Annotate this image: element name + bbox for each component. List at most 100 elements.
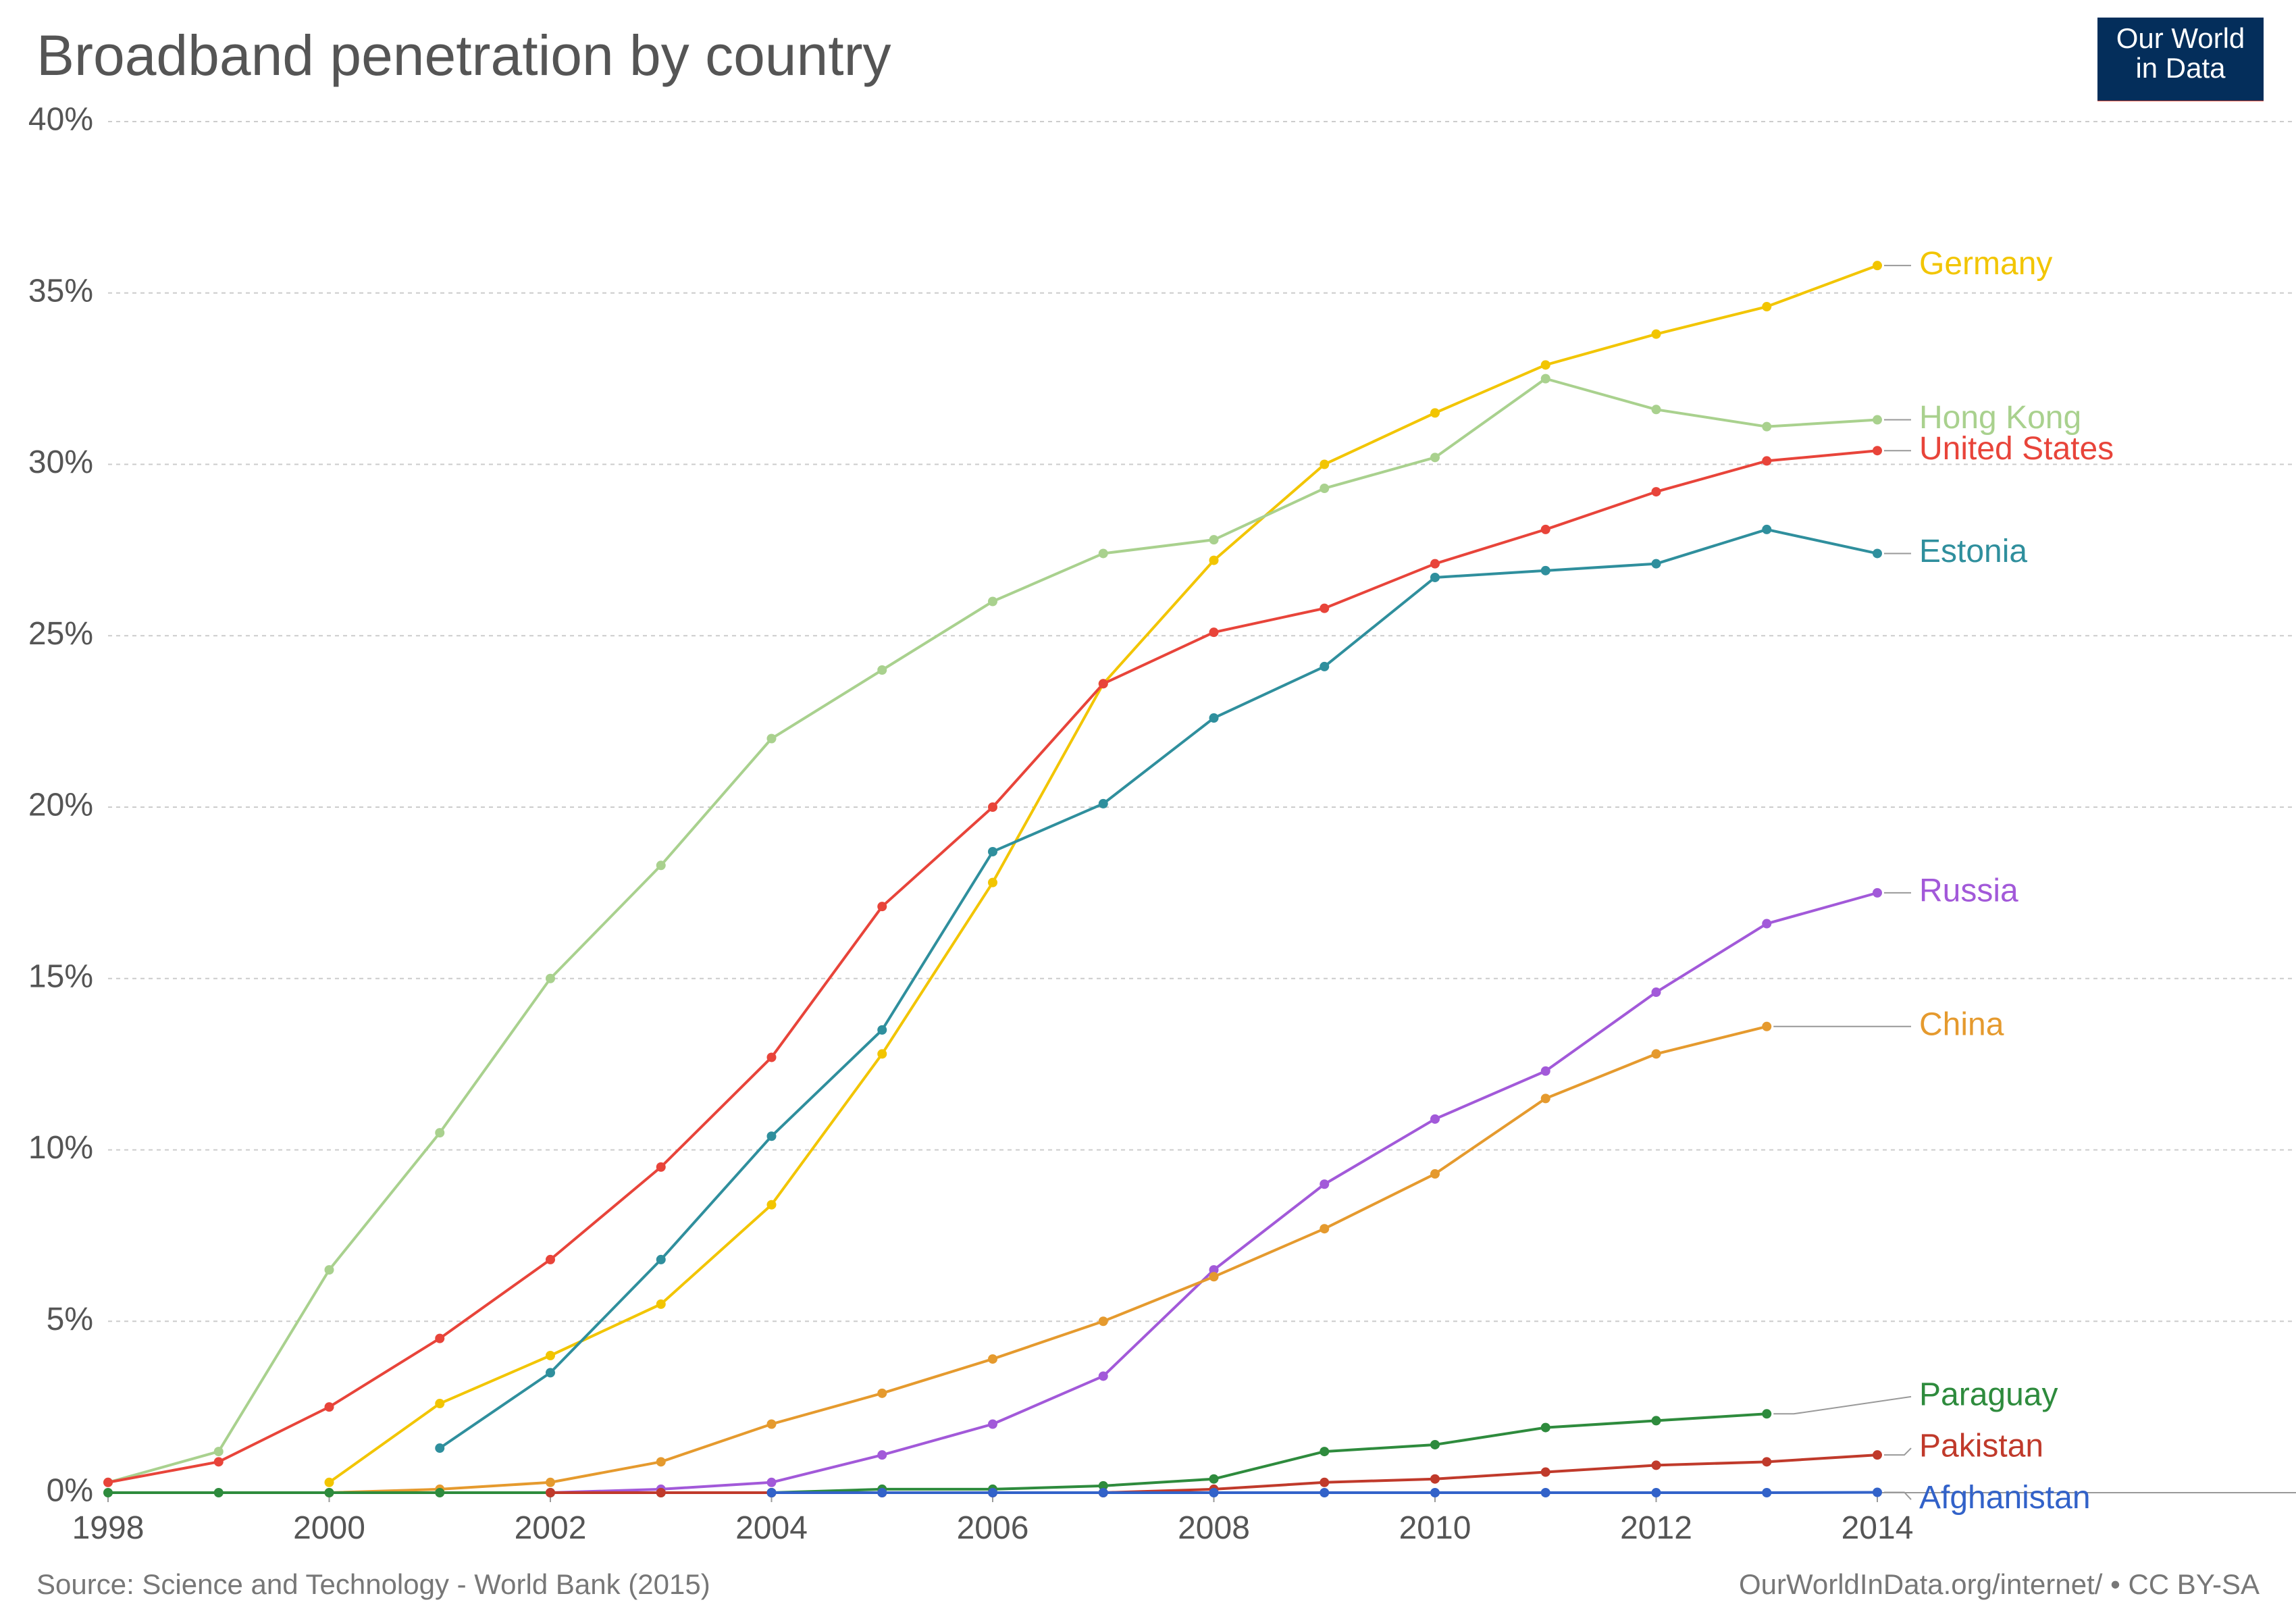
series-marker <box>1320 1224 1329 1233</box>
series-marker <box>214 1447 224 1456</box>
series-marker <box>1541 1423 1550 1433</box>
series-marker <box>656 1488 666 1497</box>
series-marker <box>1762 1022 1771 1031</box>
series-marker <box>1873 415 1882 425</box>
series-marker <box>1099 1371 1108 1381</box>
series-label-china: China <box>1919 1006 2004 1042</box>
series-marker <box>1209 1488 1219 1497</box>
series-marker <box>1652 330 1661 339</box>
series-marker <box>1541 1488 1550 1497</box>
series-marker <box>1541 374 1550 384</box>
series-marker <box>1099 1488 1108 1497</box>
x-tick-label: 2002 <box>515 1510 587 1546</box>
series-marker <box>1430 453 1440 462</box>
series-marker <box>1099 799 1108 808</box>
y-tick-label: 0% <box>47 1473 93 1509</box>
series-marker <box>1541 1093 1550 1103</box>
series-marker <box>1652 1049 1661 1058</box>
series-marker <box>767 1478 777 1487</box>
series-marker <box>1209 556 1219 565</box>
series-marker <box>325 1488 334 1497</box>
series-marker <box>435 1334 444 1343</box>
y-tick-label: 5% <box>47 1302 93 1337</box>
series-marker <box>877 902 887 911</box>
series-marker <box>1762 525 1771 534</box>
series-marker <box>1762 919 1771 929</box>
series-marker <box>1652 405 1661 414</box>
x-tick-label: 2004 <box>735 1510 808 1546</box>
series-marker <box>1873 548 1882 558</box>
series-marker <box>435 1443 444 1453</box>
series-marker <box>214 1457 224 1466</box>
series-line-germany <box>330 265 1878 1483</box>
label-leader <box>1884 1492 1911 1499</box>
series-line-china <box>330 1027 1767 1493</box>
series-marker <box>1652 1460 1661 1470</box>
x-tick-label: 1998 <box>72 1510 145 1546</box>
x-tick-label: 2000 <box>293 1510 365 1546</box>
series-marker <box>1652 1488 1661 1497</box>
chart-svg: 0%5%10%15%20%25%30%35%40%199820002002200… <box>0 0 2296 1621</box>
series-marker <box>1430 1488 1440 1497</box>
series-marker <box>988 1354 997 1364</box>
series-marker <box>656 1255 666 1264</box>
series-marker <box>1209 713 1219 723</box>
series-marker <box>103 1478 113 1487</box>
y-tick-label: 10% <box>28 1130 93 1166</box>
series-marker <box>1430 573 1440 582</box>
series-marker <box>1320 1478 1329 1487</box>
series-label-paraguay: Paraguay <box>1919 1377 2058 1413</box>
series-marker <box>1320 1447 1329 1456</box>
series-marker <box>988 878 997 887</box>
series-marker <box>1762 422 1771 432</box>
series-marker <box>435 1399 444 1408</box>
series-marker <box>877 665 887 675</box>
series-marker <box>546 1351 555 1360</box>
label-leader <box>1773 1397 1911 1414</box>
series-marker <box>1762 1488 1771 1497</box>
series-marker <box>877 1488 887 1497</box>
series-marker <box>1652 987 1661 997</box>
series-marker <box>325 1265 334 1275</box>
series-marker <box>1320 460 1329 469</box>
series-marker <box>325 1478 334 1487</box>
series-marker <box>1873 1487 1882 1497</box>
series-marker <box>1320 662 1329 671</box>
series-marker <box>1541 1468 1550 1477</box>
series-marker <box>1430 559 1440 569</box>
x-tick-label: 2012 <box>1620 1510 1692 1546</box>
series-marker <box>546 1368 555 1377</box>
series-marker <box>1541 1066 1550 1076</box>
series-marker <box>546 1255 555 1264</box>
series-marker <box>656 1457 666 1466</box>
chart-container: Broadband penetration by country Our Wor… <box>0 0 2296 1621</box>
series-marker <box>546 1488 555 1497</box>
series-marker <box>1209 1474 1219 1484</box>
series-marker <box>1873 446 1882 455</box>
series-marker <box>656 1162 666 1172</box>
series-marker <box>1541 525 1550 534</box>
series-marker <box>435 1488 444 1497</box>
source-text: Source: Science and Technology - World B… <box>36 1568 710 1601</box>
series-marker <box>767 1052 777 1062</box>
y-tick-label: 15% <box>28 958 93 994</box>
series-marker <box>1762 302 1771 311</box>
series-marker <box>1430 408 1440 417</box>
series-marker <box>1430 1440 1440 1449</box>
series-marker <box>988 847 997 856</box>
series-marker <box>1762 456 1771 465</box>
series-label-united-states: United States <box>1919 431 2114 467</box>
series-marker <box>656 860 666 870</box>
series-marker <box>1320 1179 1329 1189</box>
x-tick-label: 2006 <box>957 1510 1029 1546</box>
series-marker <box>1320 604 1329 613</box>
series-label-afghanistan: Afghanistan <box>1919 1480 2091 1516</box>
series-line-russia <box>550 893 1877 1493</box>
series-marker <box>1099 1316 1108 1326</box>
series-marker <box>1320 484 1329 493</box>
series-marker <box>1320 1488 1329 1497</box>
series-marker <box>988 1488 997 1497</box>
series-marker <box>1099 548 1108 558</box>
series-marker <box>1541 566 1550 575</box>
series-label-estonia: Estonia <box>1919 534 2027 569</box>
